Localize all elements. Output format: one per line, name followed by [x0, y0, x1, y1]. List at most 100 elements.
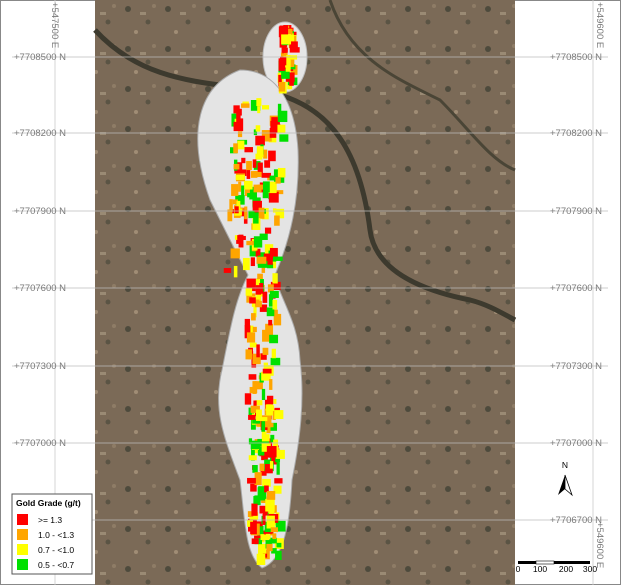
legend-swatch — [17, 559, 28, 570]
ore-block — [262, 191, 269, 199]
ore-block — [256, 256, 267, 264]
ore-block — [242, 257, 250, 271]
ore-block — [289, 47, 300, 53]
ore-block — [272, 299, 278, 310]
ore-block — [264, 160, 271, 168]
ore-block — [262, 291, 268, 303]
ore-block — [275, 208, 285, 219]
ore-block — [275, 449, 285, 459]
ore-block — [230, 248, 240, 259]
ore-block — [261, 130, 272, 142]
ore-block — [235, 195, 245, 205]
ore-block — [248, 414, 256, 420]
ore-block — [281, 69, 290, 79]
ore-block — [229, 199, 233, 212]
ore-block — [261, 415, 272, 428]
ore-block — [257, 106, 261, 114]
legend-swatch — [17, 544, 28, 555]
ore-block — [270, 434, 275, 443]
ore-block — [263, 253, 273, 265]
ore-block — [262, 347, 269, 355]
ore-block — [265, 498, 275, 512]
ore-block — [270, 357, 281, 366]
northing-label: +7706700 N — [550, 515, 602, 526]
ore-block — [258, 207, 265, 219]
ore-block — [259, 233, 268, 240]
ore-block — [266, 446, 277, 458]
northing-label: +7707900 N — [14, 206, 66, 217]
ore-block — [274, 478, 283, 484]
ore-block — [257, 446, 265, 456]
ore-block — [263, 149, 268, 159]
ore-block — [275, 520, 286, 532]
ore-block — [255, 135, 265, 146]
ore-block — [250, 483, 257, 492]
ore-block — [277, 124, 286, 133]
ore-block — [271, 348, 276, 359]
ore-block — [260, 353, 267, 360]
ore-block — [261, 371, 271, 381]
ore-block — [253, 212, 259, 224]
ore-block — [258, 486, 266, 498]
ore-block — [249, 386, 258, 394]
ore-block — [250, 257, 255, 267]
ore-block — [248, 438, 253, 445]
ore-block — [266, 490, 276, 500]
ore-block — [274, 410, 284, 420]
ore-block — [249, 342, 257, 348]
ore-block — [261, 417, 268, 422]
ore-block — [266, 404, 273, 416]
ore-block — [234, 206, 239, 214]
ore-block — [286, 54, 291, 67]
ore-block — [250, 440, 261, 450]
ore-block — [261, 388, 266, 401]
ore-block — [261, 443, 271, 452]
northing-label: +7707300 N — [550, 361, 602, 372]
ore-block — [280, 56, 289, 66]
ore-block — [279, 25, 289, 35]
ore-block — [254, 381, 263, 390]
ore-block — [252, 200, 262, 214]
scale-label: 200 — [559, 564, 573, 574]
ore-block — [273, 485, 282, 494]
ore-block — [247, 477, 256, 484]
ore-block — [256, 553, 266, 565]
northing-label: +7708200 N — [550, 128, 602, 139]
northing-label: +7707300 N — [14, 361, 66, 372]
ore-block — [252, 419, 261, 424]
ore-block — [285, 28, 293, 35]
ore-block — [290, 64, 298, 75]
ore-block — [253, 304, 257, 318]
ore-block — [241, 157, 246, 164]
ore-block — [244, 206, 248, 220]
legend-label: 1.0 - <1.3 — [38, 530, 74, 540]
ore-block — [262, 368, 272, 374]
ore-block — [233, 105, 240, 114]
ore-block — [252, 159, 257, 168]
ore-block — [233, 143, 238, 154]
ore-block — [261, 434, 270, 442]
ore-block — [275, 177, 281, 184]
ore-block — [276, 542, 282, 548]
ore-block — [266, 427, 271, 434]
ore-block — [237, 131, 243, 138]
ore-block — [253, 161, 261, 170]
ore-block — [255, 248, 261, 257]
ore-block — [247, 325, 254, 338]
ore-block — [259, 283, 264, 294]
ore-block — [236, 111, 241, 123]
ore-block — [269, 461, 274, 469]
ore-block — [285, 72, 295, 82]
ore-block — [273, 399, 277, 404]
ore-block — [274, 215, 280, 226]
legend-label: >= 1.3 — [38, 515, 62, 525]
easting-label: +549600 E — [594, 2, 605, 48]
ore-block — [264, 485, 269, 493]
ore-block — [250, 405, 260, 413]
ore-block — [238, 181, 242, 192]
ore-block — [241, 210, 245, 217]
ore-block — [275, 550, 282, 561]
ore-block — [254, 171, 262, 178]
ore-block — [241, 103, 250, 108]
ore-block — [245, 288, 253, 296]
